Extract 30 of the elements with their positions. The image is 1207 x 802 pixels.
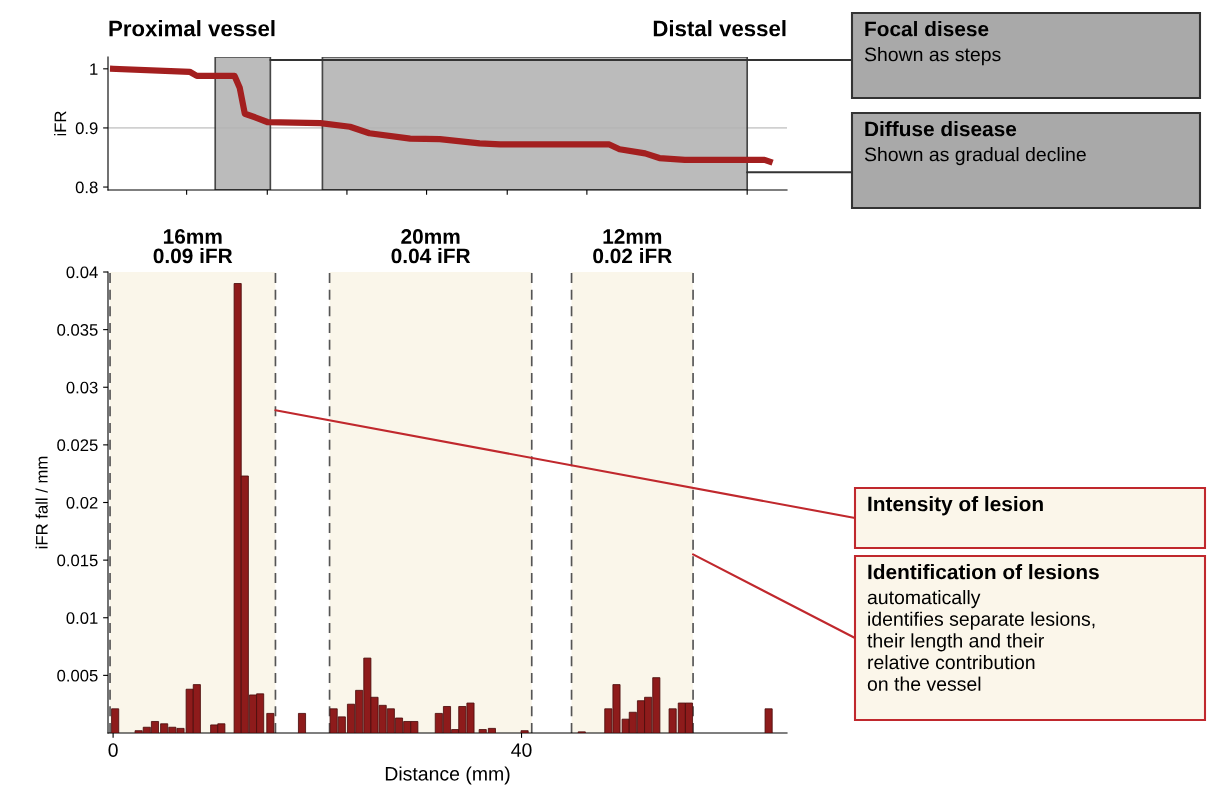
x-tick-label: 40 bbox=[511, 743, 532, 757]
band-label: 12mm 0.02 iFR bbox=[593, 229, 672, 264]
y-tick-label: 0.01 bbox=[66, 612, 98, 624]
y-tick-label: 0.015 bbox=[57, 554, 98, 567]
annotation: Intensity of lesion bbox=[868, 496, 1043, 516]
y-tick-label: 0.025 bbox=[57, 439, 98, 452]
y-tick-label: 1 bbox=[90, 63, 98, 75]
bar bbox=[298, 712, 306, 733]
y-tick-label: 0.04 bbox=[66, 266, 98, 279]
y-tick-label: 0.9 bbox=[75, 122, 98, 135]
annotation: Focal disese Shown as steps bbox=[864, 21, 1001, 66]
x-axis-title: Distance (mm) bbox=[385, 766, 510, 785]
band-label: 20mm 0.04 iFR bbox=[391, 229, 471, 264]
x-tick-label: 0 bbox=[108, 743, 118, 757]
y-axis-title: iFR bbox=[54, 111, 67, 136]
bar bbox=[764, 708, 773, 733]
y-tick-label: 0.8 bbox=[75, 181, 98, 194]
bar bbox=[266, 712, 275, 733]
text: Distal vessel bbox=[653, 20, 786, 37]
y-axis-title: iFR fall / mm bbox=[35, 456, 48, 549]
bar bbox=[111, 708, 120, 733]
y-tick-label: 0.005 bbox=[57, 669, 98, 682]
annotation: Diffuse disease Shown as gradual decline bbox=[864, 121, 1086, 166]
y-tick-label: 0.02 bbox=[66, 496, 98, 509]
bar bbox=[520, 730, 529, 733]
y-tick-label: 0.03 bbox=[66, 381, 98, 394]
annotation: Identification of lesions automatically identifies separate lesions, their length and their relative contribution on the vessel bbox=[867, 564, 1099, 691]
y-tick-label: 0.035 bbox=[57, 324, 98, 336]
text: Proximal vessel bbox=[109, 20, 275, 37]
band-label: 16mm 0.09 iFR bbox=[153, 229, 233, 264]
